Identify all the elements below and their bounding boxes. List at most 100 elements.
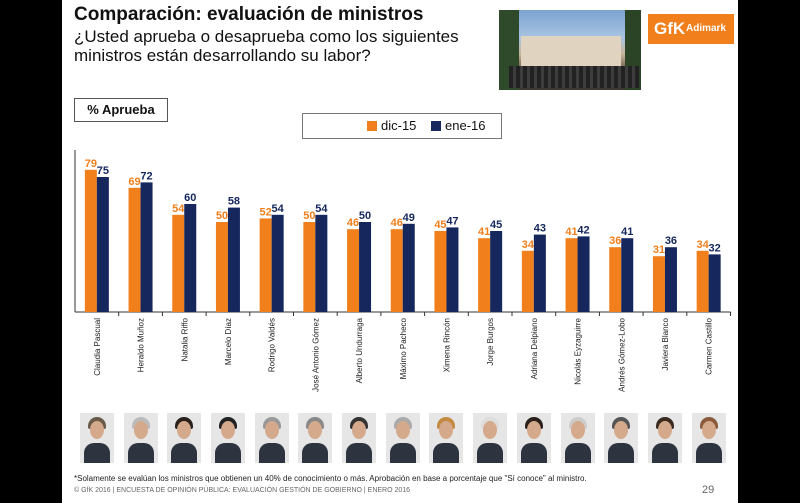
bar-ene-16-8	[446, 227, 459, 312]
data-label-ene-16-6: 50	[359, 210, 371, 222]
minister-photo-10	[516, 413, 551, 463]
x-tick-label-1: Heraldo Muñoz	[137, 318, 146, 372]
data-label-dic-15-8: 45	[434, 219, 446, 231]
legend-swatch-ene-16	[431, 121, 441, 131]
data-label-dic-15-12: 36	[609, 235, 621, 247]
minister-photos	[62, 410, 738, 466]
bar-dic-15-6	[347, 229, 360, 312]
gfk-logo-brand: GfK	[654, 19, 686, 38]
bar-dic-15-8	[434, 231, 447, 312]
minister-photo-6	[342, 413, 377, 463]
bar-dic-15-1	[128, 187, 141, 312]
x-tick-label-7: Máximo Pacheco	[399, 317, 408, 379]
bar-ene-16-13	[664, 247, 677, 312]
x-tick-label-5: José Antonio Gómez	[311, 318, 320, 392]
approval-badge: % Aprueba	[74, 98, 168, 122]
minister-photo-12	[604, 413, 639, 463]
bar-ene-16-5	[315, 214, 328, 312]
bar-ene-16-2	[184, 204, 197, 312]
minister-photo-11	[560, 413, 595, 463]
bar-dic-15-7	[390, 229, 403, 312]
data-label-ene-16-1: 72	[140, 170, 152, 182]
data-label-dic-15-7: 46	[391, 217, 403, 229]
x-tick-label-3: Marcelo Díaz	[224, 318, 233, 365]
minister-photo-13	[647, 413, 682, 463]
bar-dic-15-10	[521, 250, 534, 312]
x-tick-label-8: Ximena Rincón	[442, 318, 451, 372]
data-label-dic-15-11: 41	[565, 226, 577, 238]
data-label-ene-16-10: 43	[534, 223, 546, 235]
page-number: 29	[702, 484, 715, 496]
gfk-logo: GfK Adimark	[648, 14, 734, 44]
bar-dic-15-2	[172, 214, 185, 312]
data-label-ene-16-5: 54	[315, 203, 328, 215]
x-tick-label-14: Carmen Castillo	[705, 317, 714, 374]
data-label-dic-15-13: 31	[653, 244, 665, 256]
bar-dic-15-5	[303, 222, 316, 312]
footer: © GfK 2016 | ENCUESTA DE OPINIÓN PÚBLICA…	[74, 487, 411, 494]
x-tick-label-4: Rodrigo Valdés	[268, 318, 277, 372]
data-label-dic-15-9: 41	[478, 226, 490, 238]
minister-photo-2	[167, 413, 202, 463]
data-label-dic-15-14: 34	[697, 239, 710, 251]
bar-ene-16-0	[96, 177, 109, 312]
data-label-dic-15-1: 69	[128, 176, 140, 188]
data-label-ene-16-13: 36	[665, 235, 677, 247]
data-label-dic-15-2: 54	[172, 203, 185, 215]
data-label-ene-16-7: 49	[403, 212, 415, 224]
x-tick-label-13: Javiera Blanco	[661, 317, 670, 370]
x-tick-label-10: Adriana Delpiano	[530, 317, 539, 379]
x-tick-label-0: Claudia Pascual	[93, 318, 102, 376]
bar-ene-16-14	[708, 254, 721, 312]
bar-ene-16-10	[533, 234, 546, 312]
minister-photo-9	[473, 413, 508, 463]
page-subtitle: ¿Usted aprueba o desaprueba como los sig…	[74, 27, 459, 65]
bar-ene-16-3	[227, 207, 240, 312]
data-label-ene-16-8: 47	[446, 215, 458, 227]
data-label-ene-16-12: 41	[621, 226, 633, 238]
bar-dic-15-0	[84, 169, 97, 312]
x-tick-label-11: Nicolás Eyzaguirre	[574, 317, 583, 384]
legend-label-dic-15: dic-15	[381, 118, 417, 133]
bar-dic-15-4	[259, 218, 272, 312]
bar-dic-15-9	[478, 238, 491, 312]
data-label-ene-16-14: 32	[709, 242, 721, 254]
data-label-dic-15-10: 34	[522, 239, 535, 251]
minister-photo-0	[79, 413, 114, 463]
data-label-dic-15-0: 79	[85, 158, 97, 170]
bar-dic-15-14	[696, 250, 709, 312]
minister-photo-3	[210, 413, 245, 463]
data-label-ene-16-2: 60	[184, 192, 196, 204]
bar-dic-15-11	[565, 238, 578, 312]
data-label-ene-16-11: 42	[577, 224, 589, 236]
x-tick-label-2: Natalia Riffo	[180, 317, 189, 361]
gfk-logo-sub: Adimark	[686, 23, 727, 34]
data-label-dic-15-5: 50	[303, 210, 315, 222]
data-label-dic-15-3: 50	[216, 210, 228, 222]
x-tick-label-6: Alberto Undurraga	[355, 317, 364, 383]
minister-photo-4	[254, 413, 289, 463]
bar-ene-16-9	[490, 231, 503, 312]
bar-ene-16-11	[577, 236, 590, 312]
bar-ene-16-6	[359, 222, 372, 312]
minister-photo-1	[123, 413, 158, 463]
data-label-dic-15-6: 46	[347, 217, 359, 229]
footnote: *Solamente se evalúan los ministros que …	[74, 474, 587, 483]
cabinet-photo	[499, 10, 641, 90]
x-tick-label-9: Jorge Burgos	[486, 318, 495, 366]
minister-photo-7	[385, 413, 420, 463]
data-label-ene-16-0: 75	[97, 165, 109, 177]
legend-label-ene-16: ene-16	[445, 118, 486, 133]
minister-photo-14	[691, 413, 726, 463]
bar-dic-15-12	[609, 247, 622, 312]
data-label-ene-16-9: 45	[490, 219, 502, 231]
page-title: Comparación: evaluación de ministros	[74, 4, 424, 25]
bar-dic-15-13	[652, 256, 665, 312]
bar-dic-15-3	[215, 222, 228, 312]
minister-photo-8	[429, 413, 464, 463]
data-label-ene-16-4: 54	[272, 203, 285, 215]
legend-swatch-dic-15	[367, 121, 377, 131]
data-label-ene-16-3: 58	[228, 196, 240, 208]
data-label-dic-15-4: 52	[260, 206, 272, 218]
